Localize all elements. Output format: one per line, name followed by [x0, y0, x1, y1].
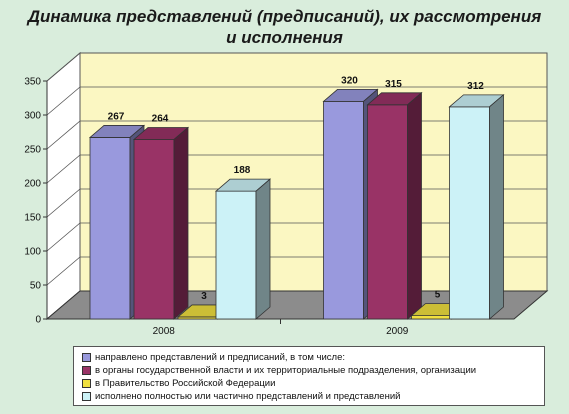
- legend-swatch: [82, 392, 91, 401]
- bar-side-1-1: [407, 91, 422, 320]
- legend-item: направлено представлений и предписаний, …: [82, 351, 536, 364]
- x-tick-label: 2009: [386, 326, 409, 337]
- bar-front-0-0: [89, 137, 131, 320]
- data-label: 188: [234, 165, 251, 176]
- legend-label: в органы государственной власти и их тер…: [95, 365, 477, 376]
- y-tick-label: 100: [24, 247, 41, 258]
- bar-front-2-1: [411, 315, 452, 320]
- bar-front-1-0: [133, 139, 175, 320]
- bar-side-1-0: [173, 126, 189, 320]
- y-tick-label: 150: [24, 213, 41, 224]
- data-label: 315: [385, 79, 402, 90]
- legend-item: в органы государственной власти и их тер…: [82, 364, 536, 377]
- legend-label: в Правительство Российской Федерации: [95, 378, 276, 389]
- bar-front-3-0: [215, 190, 257, 320]
- data-label: 320: [341, 75, 358, 86]
- data-label: 264: [152, 113, 169, 124]
- x-tick-label: 2008: [153, 326, 176, 337]
- y-tick-label: 50: [30, 281, 42, 292]
- bar-front-0-1: [323, 101, 364, 320]
- legend-item: исполнено полностью или частично предста…: [82, 390, 536, 403]
- legend-item: в Правительство Российской Федерации: [82, 377, 536, 390]
- bar-side-3-1: [489, 93, 504, 320]
- chart-plot-area: 0 50 100 150 200 250 300 350 2008 267 264 3 188 2009 3…: [24, 51, 549, 337]
- legend-label: направлено представлений и предписаний, …: [95, 352, 346, 363]
- y-tick-label: 350: [24, 77, 41, 88]
- bar-side-3-0: [255, 178, 271, 320]
- chart-title-line-2: и исполнения: [226, 28, 343, 47]
- chart-title: Динамика представлений (предписаний), их…: [0, 6, 569, 48]
- bar-front-3-1: [449, 106, 490, 320]
- gridline-350: [46, 52, 547, 82]
- data-label: 312: [467, 81, 484, 92]
- bar-front-1-1: [367, 104, 408, 320]
- y-tick-label: 300: [24, 111, 41, 122]
- chart-legend: направлено представлений и предписаний, …: [73, 346, 545, 406]
- chart-side-wall: [46, 51, 81, 321]
- data-label: 3: [201, 291, 207, 302]
- legend-label: исполнено полностью или частично предста…: [95, 391, 401, 402]
- chart-title-line-1: Динамика представлений (предписаний), их…: [27, 7, 542, 26]
- y-tick-label: 250: [24, 145, 41, 156]
- y-tick-label: 0: [35, 315, 41, 326]
- y-tick-label: 200: [24, 179, 41, 190]
- data-label: 267: [108, 111, 125, 122]
- legend-swatch: [82, 353, 91, 362]
- gridline-300: [46, 86, 547, 116]
- legend-swatch: [82, 379, 91, 388]
- legend-swatch: [82, 366, 91, 375]
- data-label: 5: [435, 290, 441, 301]
